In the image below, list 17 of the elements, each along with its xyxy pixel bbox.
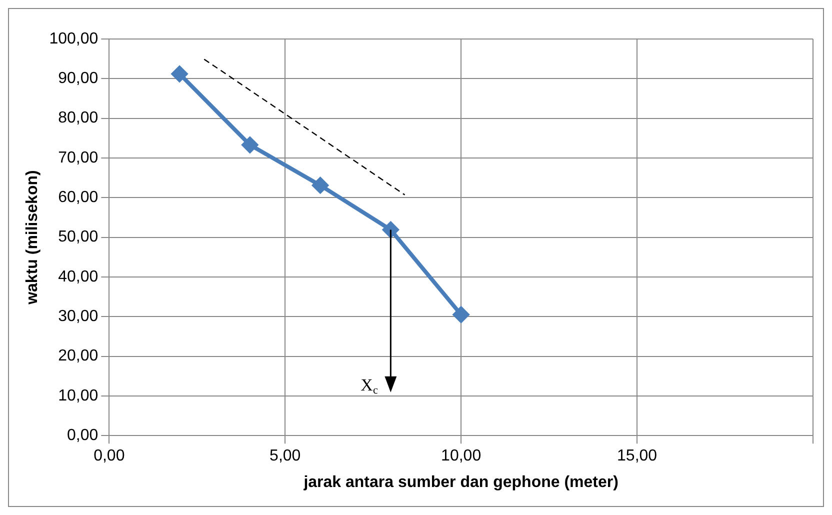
y-tick-label: 70,00 bbox=[58, 149, 98, 166]
y-tick-label: 60,00 bbox=[58, 189, 98, 206]
y-tick-label: 20,00 bbox=[58, 348, 98, 365]
y-tick-label: 30,00 bbox=[58, 308, 98, 326]
y-axis-title: waktu (milisekon) bbox=[24, 170, 42, 306]
y-tick-label: 90,00 bbox=[58, 70, 98, 88]
x-tick-label: 0,00 bbox=[94, 448, 125, 465]
y-tick-label: 10,00 bbox=[58, 387, 98, 404]
y-tick-label: 80,00 bbox=[58, 110, 98, 127]
y-tick-label: 50,00 bbox=[58, 228, 98, 246]
x-tick-label: 5,00 bbox=[270, 448, 301, 465]
x-tick-label: 15,00 bbox=[617, 448, 658, 465]
x-axis-title: jarak antara sumber dan gephone (meter) bbox=[302, 474, 618, 491]
y-tick-label: 40,00 bbox=[58, 268, 98, 286]
x-tick-label: 10,00 bbox=[441, 448, 482, 465]
y-tick-label: 0,00 bbox=[66, 427, 98, 444]
y-tick-label: 100,00 bbox=[49, 30, 98, 48]
